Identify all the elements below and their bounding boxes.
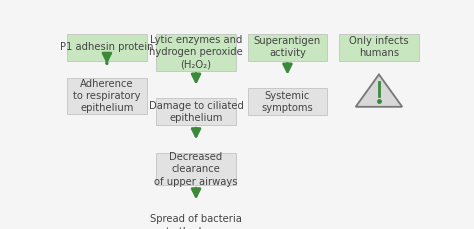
FancyBboxPatch shape [156, 153, 236, 185]
FancyBboxPatch shape [339, 34, 419, 61]
FancyBboxPatch shape [156, 98, 236, 125]
Text: Systemic
symptoms: Systemic symptoms [262, 91, 313, 113]
Text: Lytic enzymes and
hydrogen peroxide
(H₂O₂): Lytic enzymes and hydrogen peroxide (H₂O… [149, 35, 243, 70]
Text: Superantigen
activity: Superantigen activity [254, 36, 321, 58]
Text: Only infects
humans: Only infects humans [349, 36, 409, 58]
Polygon shape [356, 74, 402, 107]
Text: P1 adhesin protein: P1 adhesin protein [60, 42, 154, 52]
Text: Spread of bacteria
to the lungs: Spread of bacteria to the lungs [150, 214, 242, 229]
FancyBboxPatch shape [67, 78, 147, 114]
Text: Adherence
to respiratory
epithelium: Adherence to respiratory epithelium [73, 79, 141, 113]
FancyBboxPatch shape [156, 213, 236, 229]
FancyBboxPatch shape [156, 34, 236, 71]
FancyBboxPatch shape [67, 34, 147, 61]
Text: Decreased
clearance
of upper airways: Decreased clearance of upper airways [155, 152, 238, 187]
Text: Damage to ciliated
epithelium: Damage to ciliated epithelium [149, 101, 244, 123]
FancyBboxPatch shape [247, 88, 328, 115]
FancyBboxPatch shape [247, 34, 328, 61]
